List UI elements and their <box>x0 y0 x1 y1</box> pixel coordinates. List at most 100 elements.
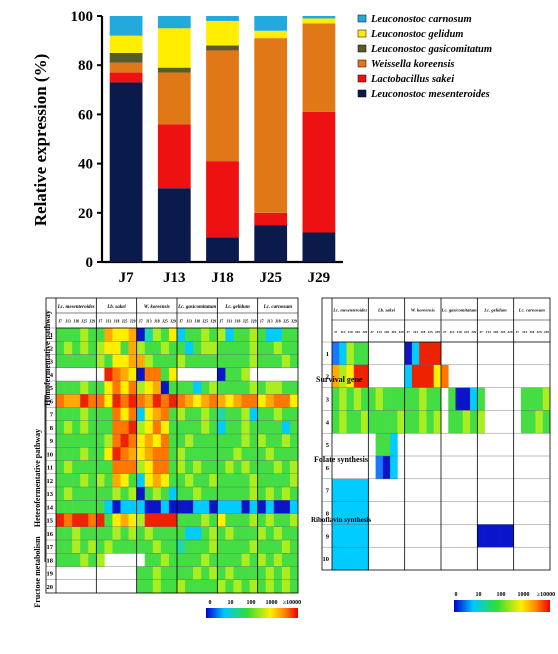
heatmap-cell <box>257 447 267 461</box>
heatmap-cell <box>233 487 242 501</box>
heatmap-cell <box>249 447 258 461</box>
heatmap-cell <box>241 447 250 461</box>
heatmap-cell <box>273 434 283 448</box>
heatmap-cell <box>217 473 226 488</box>
heatmap-cell <box>201 447 210 461</box>
bar-segment <box>157 67 191 73</box>
heatmap-cell <box>120 367 129 382</box>
bar-segment <box>109 82 143 262</box>
heatmap-cell <box>265 513 275 528</box>
heatmap-cell <box>128 381 137 395</box>
heatmap-cell <box>80 394 89 408</box>
heatmap-cell <box>136 434 146 448</box>
heatmap-cell <box>225 394 234 408</box>
heatmap-cell <box>152 513 162 528</box>
heatmap-cell <box>136 420 146 435</box>
heatmap-cell <box>88 526 97 541</box>
heatmap-cell <box>390 387 398 411</box>
bar-segment <box>206 16 239 21</box>
heatmap-left-cells <box>56 328 299 594</box>
bar-segment <box>157 124 191 189</box>
heatmap-cell <box>152 487 162 501</box>
heatmap-cell <box>88 434 97 448</box>
heatmap-cell <box>353 501 362 525</box>
legend-swatch <box>357 44 367 53</box>
heatmap-cell <box>257 420 267 435</box>
heatmap-cell <box>241 434 250 448</box>
heatmap-cell <box>201 513 210 528</box>
heatmap-cell <box>390 410 398 434</box>
heatmap-cell <box>346 387 355 411</box>
heatmap-cell <box>177 540 186 554</box>
heatmap-cell <box>209 420 218 435</box>
heatmap-cell <box>209 394 218 408</box>
heatmap-cell <box>112 500 121 514</box>
heatmap-cell <box>152 394 162 408</box>
heatmap-cell <box>112 540 121 554</box>
heatmap-cell <box>193 341 202 355</box>
heatmap-cell <box>201 500 210 514</box>
heatmap-cell <box>96 460 105 475</box>
heatmap-cell <box>64 354 73 369</box>
heatmap-cell <box>419 342 427 366</box>
heatmap-cell <box>233 566 242 581</box>
heatmap-cell <box>168 487 178 501</box>
heatmap-cell <box>225 500 234 514</box>
heatmap-cell <box>177 487 186 501</box>
y-tick-label: 20 <box>78 206 93 222</box>
heatmap-cell <box>72 381 81 395</box>
heatmap-cell <box>233 367 242 382</box>
heatmap-cell <box>265 354 275 369</box>
heatmap-cell <box>136 354 146 369</box>
heatmap-cell <box>209 487 218 501</box>
heatmap-cell <box>168 460 178 475</box>
heatmap-cell <box>273 407 283 422</box>
heatmap-frame <box>321 297 551 571</box>
heatmap-cell <box>411 410 420 434</box>
heatmap-cell <box>339 478 347 502</box>
heatmap-cell <box>136 540 146 554</box>
bar-segment <box>302 16 336 19</box>
heatmap-cell <box>249 341 258 355</box>
heatmap-cell <box>168 341 178 355</box>
bar-segment <box>109 72 143 83</box>
heatmap-cell <box>152 447 162 461</box>
heatmap-cell <box>64 447 73 461</box>
heatmap-cell <box>177 447 186 461</box>
bar-segment <box>254 30 288 39</box>
heatmap-cell <box>104 540 113 554</box>
heatmap-cell <box>88 553 97 567</box>
row-label: 7 <box>326 488 330 495</box>
timepoint-header: J25 <box>500 330 505 334</box>
heatmap-cell <box>225 328 234 342</box>
heatmap-cell <box>136 566 146 581</box>
heatmap-cell <box>225 447 234 461</box>
heatmap-cell <box>136 447 146 461</box>
heatmap-cell <box>193 381 202 395</box>
heatmap-cell <box>72 447 81 461</box>
heatmap-cell <box>209 540 218 554</box>
heatmap-cell <box>112 381 121 395</box>
heatmap-cell <box>201 566 210 581</box>
heatmap-cell <box>177 526 186 541</box>
heatmap-cell <box>390 456 398 480</box>
heatmap-cell <box>136 500 146 514</box>
colorbar-right-ticks: 0 10 100 1000 ≥10000 <box>455 592 556 598</box>
heatmap-cell <box>112 447 121 461</box>
heatmap-cell <box>217 420 226 435</box>
heatmap-cell <box>64 341 73 355</box>
legend-swatch <box>357 74 367 83</box>
heatmap-cell <box>168 579 178 594</box>
bar-segment <box>157 16 191 29</box>
heatmap-cell <box>257 381 267 395</box>
heatmap-cell <box>112 513 121 528</box>
heatmap-cell <box>144 487 154 501</box>
timepoint-header: J13 <box>267 320 273 324</box>
heatmap-cell <box>225 407 234 422</box>
heatmap-cell <box>185 526 194 541</box>
heatmap-cell <box>209 460 218 475</box>
heatmap-cell <box>249 579 258 594</box>
legend: Leuconostoc carnosum Leuconostoc gelidum L… <box>357 14 492 100</box>
heatmap-cell <box>185 328 194 342</box>
bar-segment <box>254 38 288 213</box>
